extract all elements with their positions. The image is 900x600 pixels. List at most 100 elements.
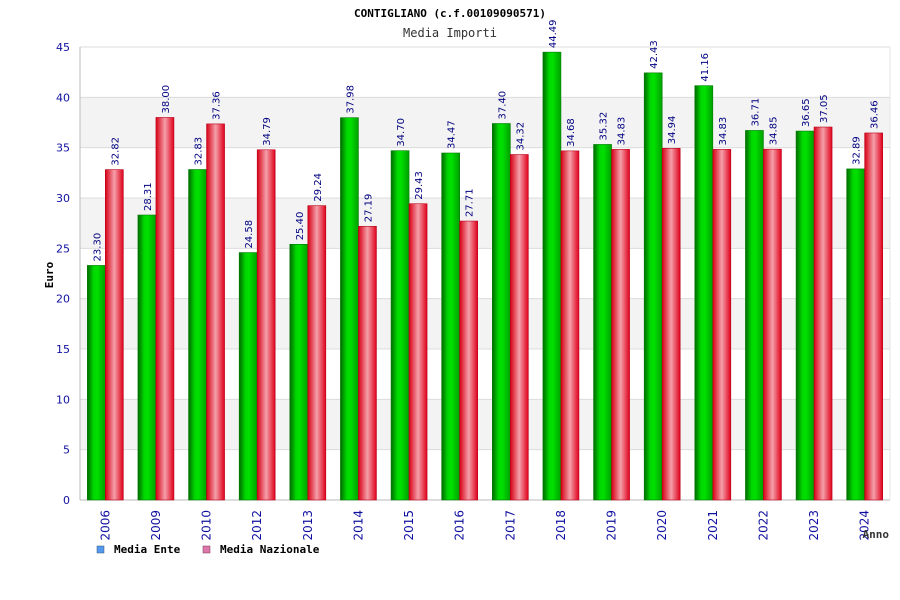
value-label: 37.05: [819, 94, 830, 123]
legend-label-media-ente: Media Ente: [114, 543, 181, 556]
bar-media-ente-2006: [87, 265, 106, 501]
value-label: 23.30: [92, 233, 103, 262]
value-label: 36.71: [750, 98, 761, 127]
bar-media-nazionale-2023: [813, 126, 833, 501]
bar-media-nazionale-2024: [864, 132, 883, 501]
value-label: 37.36: [212, 91, 223, 120]
value-label: 38.00: [161, 85, 172, 114]
legend-swatch-media-nazionale: [202, 545, 211, 554]
legend-label-media-nazionale: Media Nazionale: [220, 543, 320, 556]
x-axis-label: Anno: [863, 528, 890, 541]
value-label: 29.43: [414, 171, 425, 200]
y-tick-label: 15: [56, 343, 70, 356]
bar-media-nazionale-2019: [611, 149, 630, 501]
legend-swatch-media-ente: [96, 545, 105, 554]
y-tick-label: 40: [56, 91, 70, 104]
value-label: 24.58: [244, 220, 255, 249]
x-tick-label: 2016: [453, 510, 467, 541]
bar-media-nazionale-2013: [307, 205, 327, 501]
bar-media-nazionale-2020: [661, 147, 681, 501]
chart-subtitle: Media Importi: [403, 26, 497, 40]
bar-media-nazionale-2012: [256, 149, 276, 501]
x-tick-label: 2006: [98, 510, 112, 541]
bar-media-nazionale-2021: [712, 149, 732, 501]
x-tick-label: 2021: [706, 510, 720, 541]
value-label: 37.98: [345, 85, 356, 114]
value-label: 44.49: [548, 19, 559, 48]
value-label: 34.47: [447, 120, 458, 149]
value-label: 36.65: [801, 98, 812, 127]
y-tick-label: 30: [56, 192, 70, 205]
x-tick-label: 2012: [250, 510, 264, 541]
legend: Media Ente Media Nazionale: [96, 543, 320, 556]
x-tick-label: 2014: [351, 510, 365, 541]
value-label: 27.71: [465, 188, 476, 217]
bar-media-nazionale-2017: [510, 154, 529, 501]
value-label: 34.70: [396, 118, 407, 147]
x-tick-label: 2009: [149, 510, 163, 541]
bar-media-ente-2021: [694, 85, 714, 501]
bar-media-ente-2024: [846, 168, 865, 501]
bar-media-ente-2022: [745, 130, 764, 501]
bar-media-ente-2013: [289, 244, 309, 501]
value-label: 27.19: [363, 194, 374, 223]
bar-media-ente-2017: [492, 123, 511, 501]
bar-media-ente-2019: [593, 144, 612, 501]
bar-media-ente-2015: [390, 150, 410, 501]
y-tick-label: 25: [56, 242, 70, 255]
chart-title: CONTIGLIANO (c.f.00109090571): [354, 7, 546, 20]
bar-media-nazionale-2015: [408, 203, 428, 501]
bar-media-ente-2016: [441, 152, 460, 501]
bar-media-ente-2018: [542, 51, 562, 501]
y-tick-label: 45: [56, 41, 70, 54]
y-tick-label: 5: [63, 444, 70, 457]
y-axis-label: Euro: [43, 261, 56, 288]
bar-media-nazionale-2009: [155, 117, 175, 501]
bar-media-nazionale-2022: [763, 148, 782, 501]
value-label: 34.83: [617, 117, 628, 146]
x-tick-label: 2019: [605, 510, 619, 541]
bar-media-ente-2010: [188, 169, 207, 501]
x-tick-label: 2017: [503, 510, 517, 541]
value-label: 34.79: [262, 117, 273, 146]
bar-media-ente-2009: [137, 214, 157, 501]
bar-media-ente-2012: [238, 252, 258, 501]
value-label: 42.43: [649, 40, 660, 69]
bar-media-ente-2023: [795, 130, 815, 501]
x-tick-label: 2023: [807, 510, 821, 541]
y-axis-ticks: 0 5 10 15 20 25 30 35 40 45: [56, 41, 70, 507]
value-label: 32.82: [110, 137, 121, 166]
y-tick-label: 10: [56, 393, 70, 406]
x-tick-label: 2018: [554, 510, 568, 541]
value-label: 29.24: [313, 173, 324, 202]
bar-media-nazionale-2010: [206, 123, 225, 501]
bar-media-nazionale-2014: [358, 225, 377, 501]
value-label: 32.83: [194, 137, 205, 166]
bars: [87, 51, 883, 501]
value-label: 34.94: [667, 116, 678, 145]
y-tick-label: 20: [56, 293, 70, 306]
x-tick-label: 2024: [858, 510, 872, 541]
bar-media-nazionale-2018: [560, 150, 580, 501]
bar-media-ente-2014: [340, 117, 359, 501]
x-axis-ticks: 2006 2009 2010 2012 2013 2014 2015 2016 2017 2018…: [98, 510, 871, 541]
value-labels: 23.30 32.82 28.31 38.00 32.83 37.36 24.58 34.79…: [92, 19, 880, 261]
value-label: 34.68: [566, 118, 577, 147]
value-label: 37.40: [497, 91, 508, 120]
bar-media-ente-2020: [643, 72, 663, 501]
value-label: 36.46: [870, 100, 881, 129]
value-label: 35.32: [599, 112, 610, 141]
x-tick-label: 2020: [655, 510, 669, 541]
bar-media-nazionale-2006: [105, 169, 124, 501]
x-tick-label: 2015: [402, 510, 416, 541]
value-label: 32.89: [852, 136, 863, 165]
y-tick-label: 35: [56, 142, 70, 155]
value-label: 34.83: [718, 117, 729, 146]
value-label: 34.85: [768, 117, 779, 146]
value-label: 41.16: [700, 53, 711, 82]
y-tick-label: 0: [63, 494, 70, 507]
x-tick-label: 2010: [200, 510, 214, 541]
value-label: 28.31: [143, 182, 154, 211]
bar-media-nazionale-2016: [459, 220, 478, 501]
